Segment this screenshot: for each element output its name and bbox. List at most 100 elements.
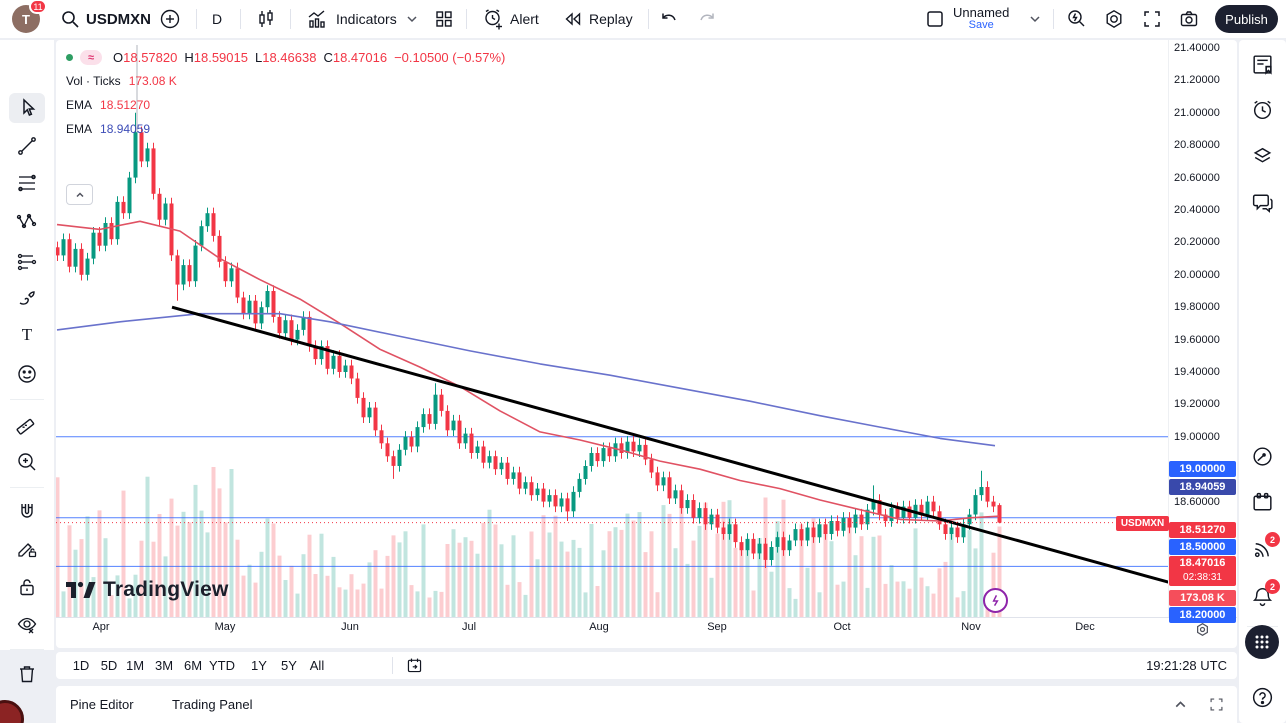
range-button-all[interactable]: All bbox=[309, 658, 325, 673]
redo-button[interactable] bbox=[696, 0, 718, 38]
replay-rewind-icon bbox=[562, 8, 584, 30]
interval-button[interactable]: D bbox=[212, 11, 223, 27]
month-tick-label: Nov bbox=[961, 621, 981, 633]
text-tool[interactable]: T bbox=[21, 325, 33, 344]
chart-style-button[interactable] bbox=[255, 0, 277, 38]
chats-icon[interactable] bbox=[1250, 190, 1275, 215]
lock-drawings-tool[interactable] bbox=[15, 575, 39, 599]
measure-tool[interactable] bbox=[15, 412, 39, 436]
layout-name-button[interactable]: Unnamed Save bbox=[953, 0, 1009, 38]
price-tick-label: 19.00000 bbox=[1174, 430, 1220, 443]
price-chart-canvas[interactable] bbox=[56, 40, 1237, 618]
range-toolbar: 1D 5D 1M 3M 6M YTD 1Y 5Y All 19:21:28 UTC bbox=[56, 652, 1237, 679]
remove-drawings-tool[interactable] bbox=[15, 662, 39, 686]
chart-panel[interactable]: 21.40000 21.20000 21.00000 20.80000 20.60000… bbox=[56, 40, 1237, 648]
range-button-1m[interactable]: 1M bbox=[125, 658, 145, 673]
grid-layout-icon bbox=[433, 8, 455, 30]
price-tick-label: 20.00000 bbox=[1174, 268, 1220, 281]
price-tick-label: 20.60000 bbox=[1174, 171, 1220, 184]
help-icon[interactable] bbox=[1250, 685, 1275, 710]
stay-in-drawing-mode-tool[interactable] bbox=[15, 537, 39, 561]
alerts-clock-icon[interactable] bbox=[1250, 98, 1275, 123]
pattern-tool[interactable] bbox=[15, 209, 39, 233]
ema-slow-value: 18.94059 bbox=[100, 122, 151, 136]
fullscreen-icon bbox=[1141, 8, 1163, 30]
range-button-6m[interactable]: 6M bbox=[183, 658, 203, 673]
selected-tool-highlight bbox=[9, 93, 45, 123]
toolbar-separator bbox=[290, 9, 291, 29]
streams-count-badge: 2 bbox=[1265, 532, 1280, 547]
calendar-icon[interactable] bbox=[1250, 490, 1275, 515]
alert-button[interactable]: Alert bbox=[481, 0, 539, 38]
ohlc-item: L18.46638 bbox=[254, 50, 317, 65]
month-tick-label: Apr bbox=[92, 621, 110, 633]
compare-add-button[interactable] bbox=[159, 0, 181, 38]
legend-symbol-row[interactable]: ≈ O18.57820 H18.59015 L18.46638 C18.47016 −… bbox=[66, 50, 505, 65]
range-button-3m[interactable]: 3M bbox=[154, 658, 174, 673]
settings-button[interactable] bbox=[1103, 0, 1125, 38]
fullscreen-button[interactable] bbox=[1141, 0, 1163, 38]
cursor-tool[interactable] bbox=[15, 96, 39, 120]
toolbar-separator bbox=[648, 9, 649, 29]
tab-pine-editor[interactable]: Pine Editor bbox=[70, 697, 134, 712]
emoji-tool[interactable] bbox=[15, 362, 39, 386]
chevron-down-icon bbox=[1027, 11, 1043, 27]
ema-fast-label: EMA bbox=[66, 98, 93, 112]
streams-icon[interactable] bbox=[1250, 537, 1275, 562]
camera-icon bbox=[1178, 8, 1200, 30]
indicators-button[interactable]: Indicators bbox=[305, 0, 397, 38]
delayed-data-badge[interactable]: ≈ bbox=[80, 50, 102, 65]
replay-button[interactable]: Replay bbox=[562, 0, 633, 38]
projection-tool[interactable] bbox=[15, 248, 39, 272]
range-button-5d[interactable]: 5D bbox=[100, 658, 118, 673]
quick-search-icon bbox=[1065, 8, 1087, 30]
fib-retracement-tool[interactable] bbox=[15, 171, 39, 195]
symbol-search[interactable]: USDMXN bbox=[60, 0, 151, 38]
magnet-tool[interactable] bbox=[15, 500, 39, 524]
price-tick-label: 20.40000 bbox=[1174, 204, 1220, 216]
toolbar-separator bbox=[240, 9, 241, 29]
clock-utc[interactable]: 19:21:28 UTC bbox=[1146, 658, 1227, 673]
axis-settings-gear-icon[interactable] bbox=[1194, 621, 1211, 638]
tradingview-logo-icon bbox=[66, 579, 96, 601]
price-tick-label: 19.80000 bbox=[1174, 301, 1220, 314]
publish-button[interactable]: Publish bbox=[1215, 5, 1278, 33]
hide-drawings-tool[interactable] bbox=[15, 612, 39, 636]
range-button-5y[interactable]: 5Y bbox=[281, 658, 297, 673]
screenshot-button[interactable] bbox=[1178, 0, 1200, 38]
range-button-1y[interactable]: 1Y bbox=[251, 658, 267, 673]
month-tick-label: May bbox=[214, 621, 236, 633]
layout-grid-button[interactable] bbox=[433, 0, 455, 38]
corner-logo-blob bbox=[0, 700, 24, 723]
price-tick-label: 20.80000 bbox=[1174, 139, 1220, 152]
trend-line-tool[interactable] bbox=[15, 134, 39, 158]
goto-date-button[interactable] bbox=[402, 652, 426, 679]
month-tick-label: Aug bbox=[589, 621, 609, 633]
legend-collapse-button[interactable] bbox=[66, 184, 93, 205]
watchlist-icon[interactable] bbox=[1250, 52, 1275, 77]
panel-maximize-icon[interactable] bbox=[1208, 686, 1225, 723]
brush-tool[interactable] bbox=[15, 286, 39, 310]
tab-trading-panel[interactable]: Trading Panel bbox=[172, 697, 253, 712]
panel-expand-chevron-icon[interactable] bbox=[1172, 686, 1189, 723]
legend-ema-fast-row[interactable]: EMA 18.51270 bbox=[66, 98, 150, 112]
range-button-ytd[interactable]: YTD bbox=[209, 658, 235, 673]
indicator-templates-chevron[interactable] bbox=[404, 0, 420, 38]
scanner-gauge-icon[interactable] bbox=[1250, 444, 1275, 469]
layout-menu-chevron[interactable] bbox=[1027, 0, 1043, 38]
range-button-1d[interactable]: 1D bbox=[72, 658, 90, 673]
price-tick-label: 20.20000 bbox=[1174, 236, 1220, 249]
zoom-in-tool[interactable] bbox=[15, 450, 39, 474]
boost-lightning-button[interactable] bbox=[983, 588, 1008, 613]
notifications-bell-icon[interactable] bbox=[1250, 584, 1275, 609]
legend-volume-row[interactable]: Vol · Ticks 173.08 K bbox=[66, 74, 177, 88]
legend-ema-slow-row[interactable]: EMA 18.94059 bbox=[66, 122, 150, 136]
quick-search-button[interactable] bbox=[1065, 0, 1087, 38]
save-label[interactable]: Save bbox=[968, 19, 994, 31]
apps-menu-button[interactable] bbox=[1245, 625, 1279, 659]
save-layout-button[interactable] bbox=[924, 0, 946, 38]
object-tree-icon[interactable] bbox=[1250, 144, 1275, 169]
undo-button[interactable] bbox=[658, 0, 680, 38]
notification-count-badge: 11 bbox=[29, 0, 47, 14]
